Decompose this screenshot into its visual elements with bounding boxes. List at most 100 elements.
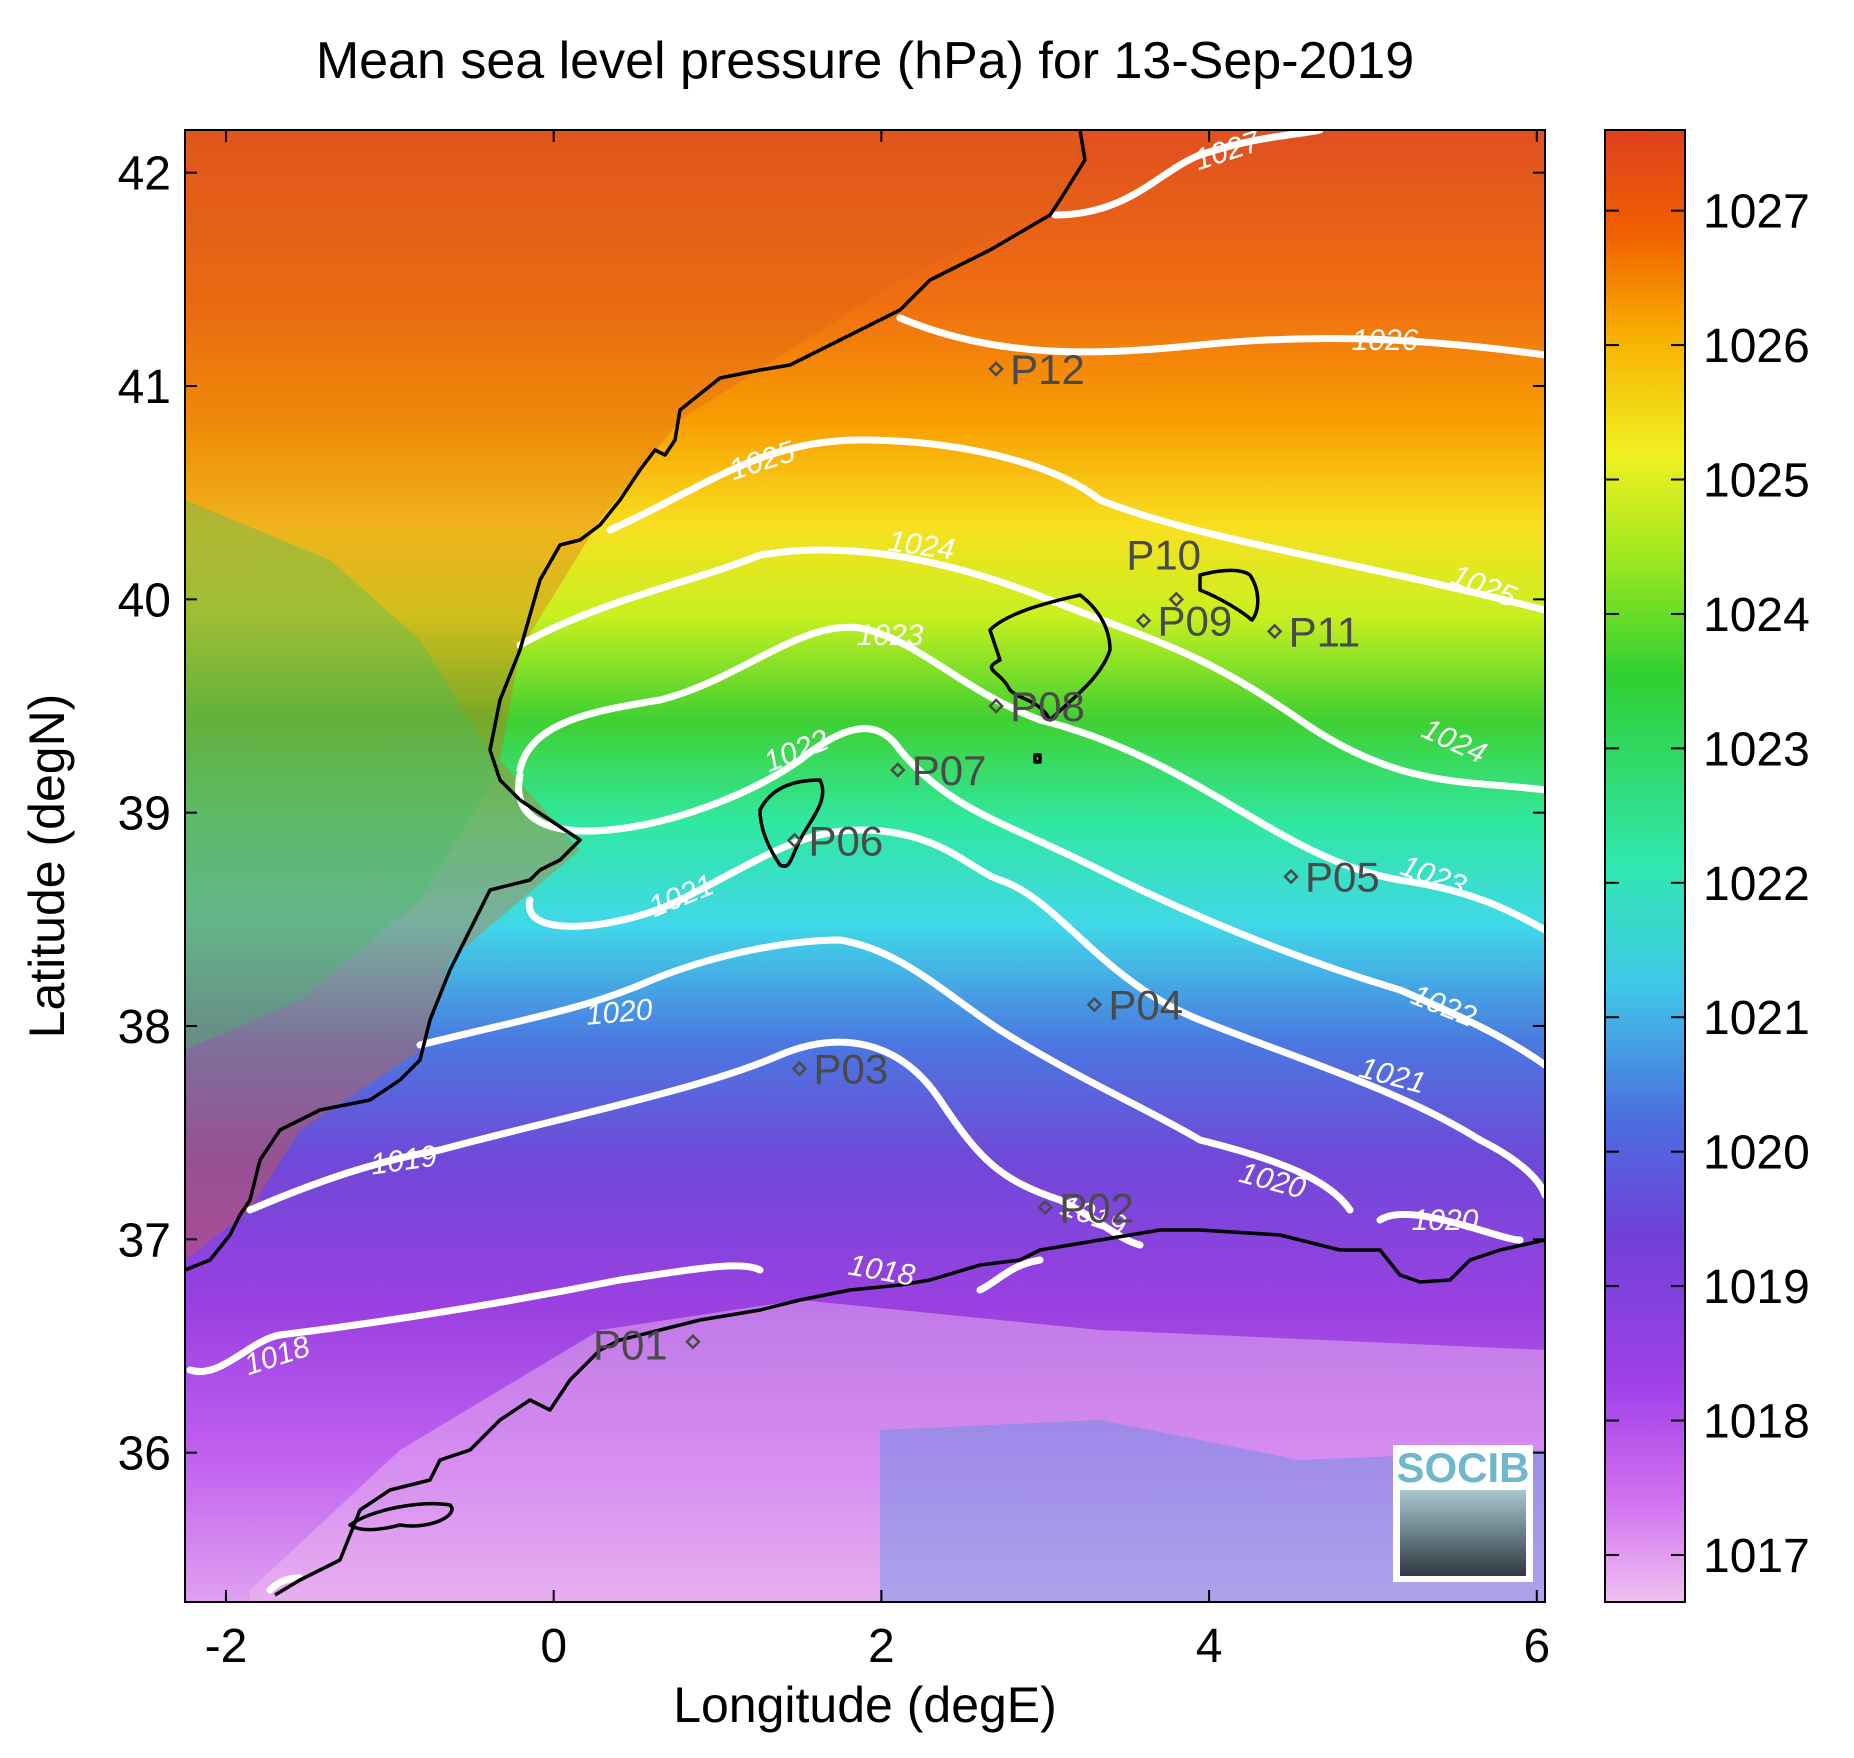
station-label: P12 xyxy=(1010,346,1085,393)
colorbar-tick-label: 1017 xyxy=(1703,1530,1810,1583)
y-axis-label: Latitude (degN) xyxy=(19,694,75,1039)
isobar-1024 xyxy=(516,546,1545,794)
y-tick-label: 41 xyxy=(118,361,171,414)
chart-title: Mean sea level pressure (hPa) for 13-Sep… xyxy=(316,32,1414,90)
station-marker-diamond xyxy=(890,762,906,778)
coastlines xyxy=(185,130,1545,1597)
station-marker-diamond xyxy=(988,698,1004,714)
socib-logo: SOCIB xyxy=(1393,1444,1533,1582)
station-marker-diamond xyxy=(1135,612,1152,629)
isobars xyxy=(186,130,1545,1594)
x-tick-label: 6 xyxy=(1523,1620,1550,1673)
colorbar-tick-label: 1024 xyxy=(1703,589,1810,642)
station-p07[interactable]: P07 xyxy=(890,747,987,794)
isobar-1019 xyxy=(246,1038,1144,1249)
y-tick-label: 36 xyxy=(118,1428,171,1481)
x-tick-label: 2 xyxy=(868,1620,895,1673)
y-tick-label: 38 xyxy=(118,1001,171,1054)
colorbar-tick-label: 1025 xyxy=(1703,455,1810,508)
island-menorca xyxy=(1198,568,1260,622)
station-p03[interactable]: P03 xyxy=(791,1046,888,1093)
station-label: P03 xyxy=(813,1046,888,1093)
station-label: P05 xyxy=(1305,854,1380,901)
y-tick-label: 42 xyxy=(118,148,171,201)
station-p09[interactable]: P09 xyxy=(1135,598,1233,645)
x-tick-label: -2 xyxy=(205,1620,248,1673)
island-alboran xyxy=(348,1501,454,1532)
station-p02[interactable]: P02 xyxy=(1037,1184,1134,1231)
colorbar-tick-label: 1026 xyxy=(1703,320,1810,373)
x-axis-label: Longitude (degE) xyxy=(673,1677,1057,1733)
station-label: P11 xyxy=(1289,608,1361,655)
x-axis: -2 0 2 4 6 xyxy=(205,130,1550,1673)
station-label: P02 xyxy=(1059,1184,1134,1231)
station-label: P07 xyxy=(912,747,987,794)
logo-image xyxy=(1400,1490,1526,1576)
colorbar-tick-label: 1019 xyxy=(1703,1261,1810,1314)
map-border xyxy=(184,129,1546,1603)
isobar-label: 1026 xyxy=(1352,324,1419,357)
coastline-africa xyxy=(274,1228,1545,1597)
station-marker-diamond xyxy=(1283,868,1299,885)
station-marker-diamond xyxy=(786,832,803,849)
isobar-1027 xyxy=(1051,130,1324,219)
land-relief-iberia xyxy=(185,130,1080,1260)
logo-text: SOCIB xyxy=(1396,1444,1529,1491)
isobar-1026 xyxy=(896,314,1545,359)
station-p11[interactable]: P11 xyxy=(1266,608,1361,655)
isobar-1022 xyxy=(515,725,1545,1069)
station-p05[interactable]: P05 xyxy=(1283,854,1380,901)
x-tick-label: 0 xyxy=(540,1620,567,1673)
isobar-1017-stub xyxy=(266,1574,304,1594)
station-marker-diamond xyxy=(1037,1199,1054,1216)
island-cabrera xyxy=(1033,753,1042,764)
isobar-label: 1020 xyxy=(1412,1204,1479,1237)
station-p04[interactable]: P04 xyxy=(1086,982,1183,1029)
station-label: P10 xyxy=(1126,531,1201,578)
y-tick-label: 40 xyxy=(118,574,171,627)
station-marker-diamond xyxy=(1168,591,1185,608)
station-p06[interactable]: P06 xyxy=(786,817,884,864)
station-marker-diamond xyxy=(988,361,1004,377)
coastline-iberia xyxy=(185,130,1087,1272)
colorbar-ticks: 1017 1018 1019 1020 1021 1022 1023 1024 1025 1026… xyxy=(1605,186,1810,1583)
x-tick-label: 4 xyxy=(1196,1620,1223,1673)
isobar-1018 xyxy=(186,1262,764,1376)
station-label: P06 xyxy=(809,817,884,864)
station-marker-diamond xyxy=(685,1333,701,1350)
land-relief-africa-east xyxy=(880,1420,1545,1602)
station-markers: P01 P02 P03 P04 P05 P06 P07 P08 P09 P10 P11 P12 xyxy=(593,346,1380,1369)
isobar-1020-east xyxy=(1376,1211,1524,1244)
station-p12[interactable]: P12 xyxy=(988,346,1085,393)
colorbar-tick-label: 1020 xyxy=(1703,1127,1810,1180)
isobar-1025 xyxy=(606,436,1545,614)
station-label: P09 xyxy=(1158,598,1233,645)
colorbar-tick-label: 1023 xyxy=(1703,723,1810,776)
station-p10[interactable]: P10 xyxy=(1126,531,1201,608)
isobar-1018-east xyxy=(976,1256,1044,1294)
colorbar-tick-label: 1027 xyxy=(1703,186,1810,239)
colorbar-tick-label: 1021 xyxy=(1703,992,1810,1045)
station-label: P01 xyxy=(593,1322,668,1369)
station-label: P08 xyxy=(1010,683,1085,730)
station-marker-diamond xyxy=(791,1060,808,1077)
colorbar-scale xyxy=(1604,129,1686,1603)
isobar-1023 xyxy=(516,623,1545,934)
y-tick-label: 37 xyxy=(118,1214,171,1267)
land-relief-southeast xyxy=(185,500,500,1050)
station-p01[interactable]: P01 xyxy=(593,1322,701,1369)
colorbar: 1017 1018 1019 1020 1021 1022 1023 1024 1025 1026… xyxy=(1604,129,1810,1603)
y-tick-label: 39 xyxy=(118,788,171,841)
station-marker-diamond xyxy=(1086,996,1103,1013)
y-axis: 36 37 38 39 40 41 42 xyxy=(118,148,1545,1481)
pressure-field xyxy=(185,130,1545,1602)
station-marker-diamond xyxy=(1266,623,1283,640)
isobar-label: 1020 xyxy=(584,993,654,1032)
station-p08[interactable]: P08 xyxy=(988,683,1085,730)
station-label: P04 xyxy=(1108,982,1183,1029)
isobar-label: 1023 xyxy=(857,619,924,652)
island-mallorca xyxy=(988,593,1112,722)
colorbar-tick-label: 1018 xyxy=(1703,1396,1810,1449)
isobar-1020 xyxy=(416,936,1354,1214)
